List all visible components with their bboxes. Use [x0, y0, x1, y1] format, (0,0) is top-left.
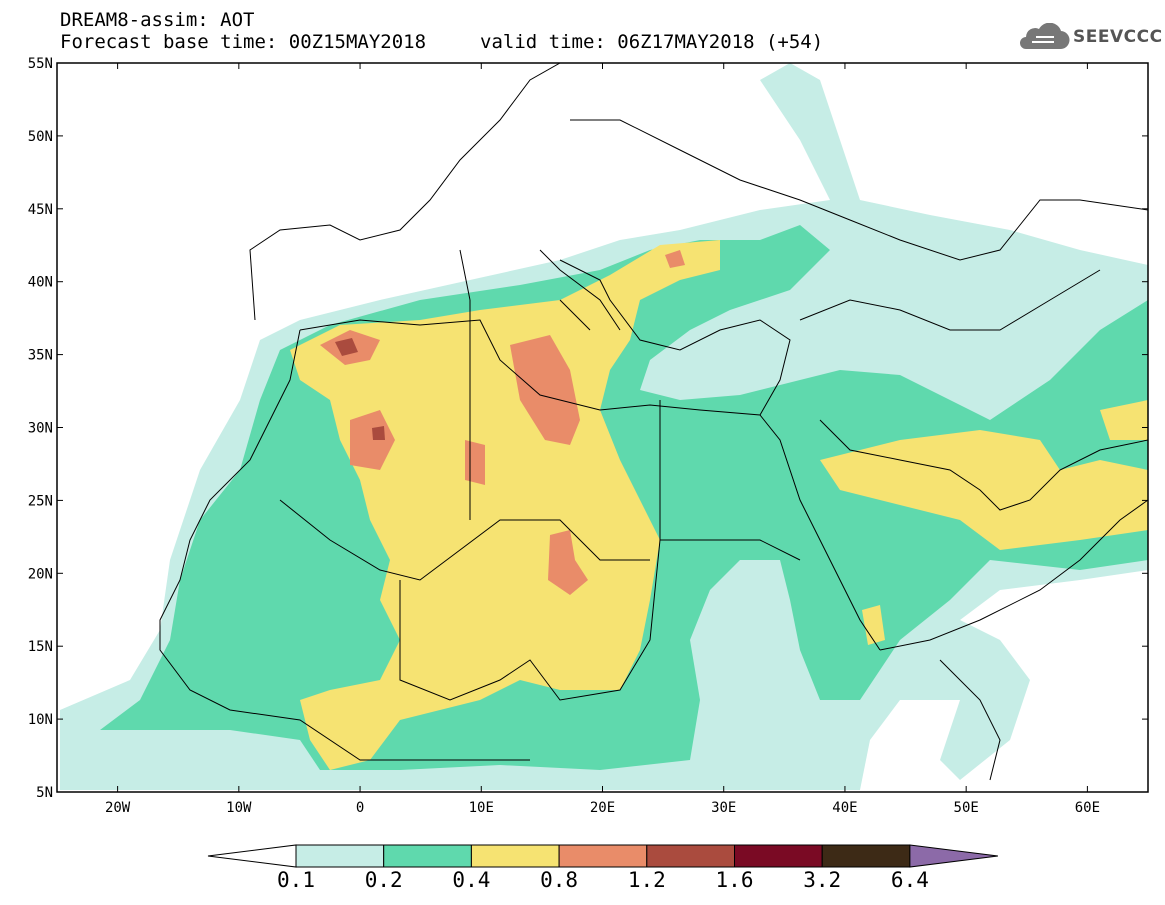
colorbar-label: 1.2 — [628, 868, 666, 892]
lat-label: 10N — [28, 712, 53, 728]
lat-label: 30N — [28, 421, 53, 437]
lat-label: 25N — [28, 493, 53, 509]
aot-contours — [57, 63, 1148, 792]
lat-label: 35N — [28, 348, 53, 364]
colorbar-over — [909, 844, 998, 868]
colorbar-box — [470, 844, 560, 868]
aot-band-1.2b — [372, 426, 385, 440]
colorbar-label: 3.2 — [803, 868, 841, 892]
cloud-icon — [1020, 23, 1070, 50]
lat-label: 15N — [28, 639, 53, 655]
colorbar-box — [821, 844, 911, 868]
colorbar: 0.1 0.2 0.4 0.8 1.2 1.6 3.2 6.4 — [207, 844, 998, 892]
colorbar-label: 0.1 — [277, 868, 315, 892]
lat-label: 45N — [28, 202, 53, 218]
lon-label: 20W — [105, 800, 131, 816]
aot-band-0.4c — [1100, 400, 1148, 440]
colorbar-label: 0.2 — [365, 868, 403, 892]
colorbar-box — [383, 844, 472, 868]
lon-label: 50E — [954, 800, 979, 816]
coastlines — [159, 63, 1148, 781]
lat-label: 55N — [28, 56, 53, 72]
aot-band-0.8e — [548, 530, 588, 595]
lat-label: 20N — [28, 566, 53, 582]
lon-label: 60E — [1075, 800, 1100, 816]
base-time: Forecast base time: 00Z15MAY2018 — [60, 31, 427, 53]
map-axes: 20W 10W 0 10E 20E 30E 40E 50E 60E 5N 10N 15N 20N 25N 3… — [28, 56, 1148, 816]
logo-text: SEEVCCC — [1073, 27, 1163, 47]
colorbar-label: 0.4 — [452, 868, 490, 892]
lon-label: 20E — [590, 800, 615, 816]
aot-band-0.4d — [862, 605, 885, 645]
colorbar-label: 0.8 — [540, 868, 578, 892]
colorbar-label: 6.4 — [891, 868, 929, 892]
colorbar-box — [646, 844, 735, 868]
colorbar-box — [734, 844, 823, 868]
aot-band-1.2 — [335, 338, 358, 356]
colorbar-under — [207, 844, 297, 868]
colorbar-box — [295, 844, 385, 868]
lon-label: 10E — [469, 800, 494, 816]
aot-band-0.8d — [465, 440, 485, 485]
lon-label: 30E — [711, 800, 736, 816]
product-title: DREAM8-assim: AOT — [60, 9, 255, 31]
aot-band-0.8c — [510, 335, 580, 445]
lat-label: 50N — [28, 129, 53, 145]
aot-band-0.8b — [350, 410, 395, 470]
aot-band-0.8f — [665, 250, 685, 268]
colorbar-box — [558, 844, 648, 868]
lat-label: 5N — [36, 785, 53, 801]
colorbar-label: 1.6 — [716, 868, 754, 892]
valid-time: valid time: 06Z17MAY2018 (+54) — [480, 31, 824, 53]
lon-label: 0 — [356, 800, 364, 816]
lon-label: 40E — [832, 800, 857, 816]
seevccc-logo: SEEVCCC — [1018, 22, 1163, 52]
aot-band-0.4 — [290, 240, 720, 770]
lat-label: 40N — [28, 275, 53, 291]
lon-label: 10W — [226, 800, 252, 816]
